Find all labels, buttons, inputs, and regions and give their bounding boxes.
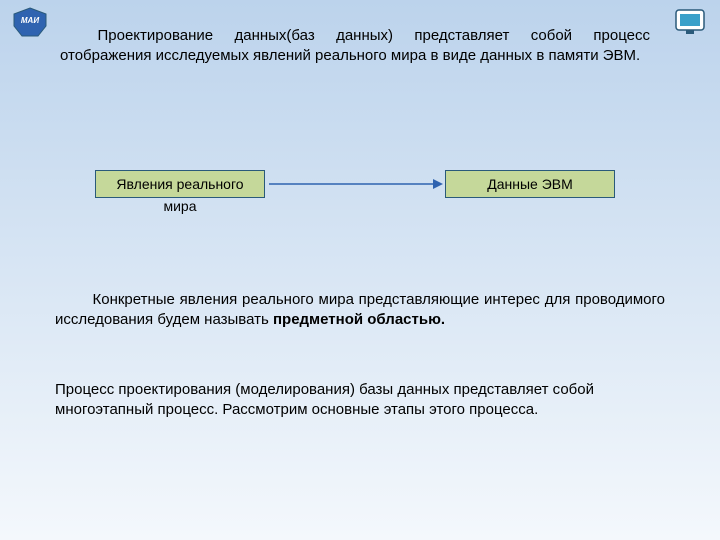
monitor-logo-icon (670, 6, 710, 38)
slide: МАИ Проектирование данных(баз данных) пр… (0, 0, 720, 540)
mai-logo-icon: МАИ (10, 6, 50, 38)
paragraph-2: Конкретные явления реального мира предст… (55, 290, 665, 329)
diagram-arrow (265, 174, 445, 194)
diagram-box-right: Данные ЭВМ (445, 170, 615, 198)
diagram: Явления реального мира Данные ЭВМ (95, 170, 615, 230)
diagram-box-left: Явления реального (95, 170, 265, 198)
logo-right (670, 6, 710, 38)
arrow-icon (265, 174, 445, 194)
paragraph-2-bold: предметной областью. (273, 311, 445, 328)
svg-text:МАИ: МАИ (21, 16, 39, 25)
diagram-box-left-line2: мира (95, 198, 265, 214)
paragraph-1: Проектирование данных(баз данных) предст… (60, 26, 650, 65)
logo-left: МАИ (10, 6, 50, 38)
paragraph-3: Процесс проектирования (моделирования) б… (55, 380, 665, 419)
